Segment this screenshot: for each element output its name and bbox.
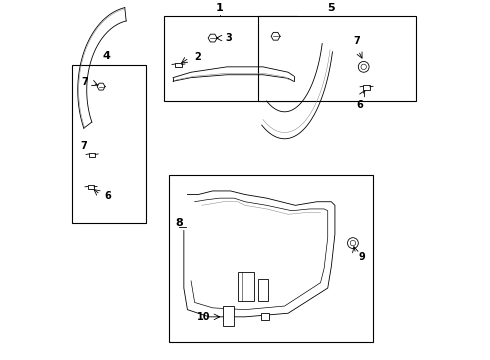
Bar — [89, 153, 95, 157]
Bar — [223, 306, 234, 326]
Text: 7: 7 — [82, 77, 89, 87]
Text: 3: 3 — [225, 33, 232, 43]
Bar — [164, 17, 297, 101]
Text: 6: 6 — [357, 100, 364, 109]
Text: 5: 5 — [327, 3, 335, 13]
Bar — [238, 272, 254, 301]
Bar — [364, 85, 370, 90]
Bar — [258, 279, 269, 301]
Bar — [88, 185, 94, 189]
Text: 2: 2 — [194, 52, 201, 62]
Text: 7: 7 — [81, 141, 87, 151]
Bar — [73, 65, 146, 223]
Text: 7: 7 — [353, 36, 360, 46]
Bar — [175, 63, 182, 67]
Text: 6: 6 — [104, 191, 111, 201]
Text: 8: 8 — [175, 218, 183, 228]
Text: 10: 10 — [197, 312, 211, 322]
Bar — [261, 312, 269, 320]
Text: 9: 9 — [358, 252, 365, 262]
Bar — [258, 17, 416, 101]
Text: 1: 1 — [216, 3, 224, 13]
Bar — [170, 175, 373, 342]
Text: 4: 4 — [102, 51, 110, 61]
